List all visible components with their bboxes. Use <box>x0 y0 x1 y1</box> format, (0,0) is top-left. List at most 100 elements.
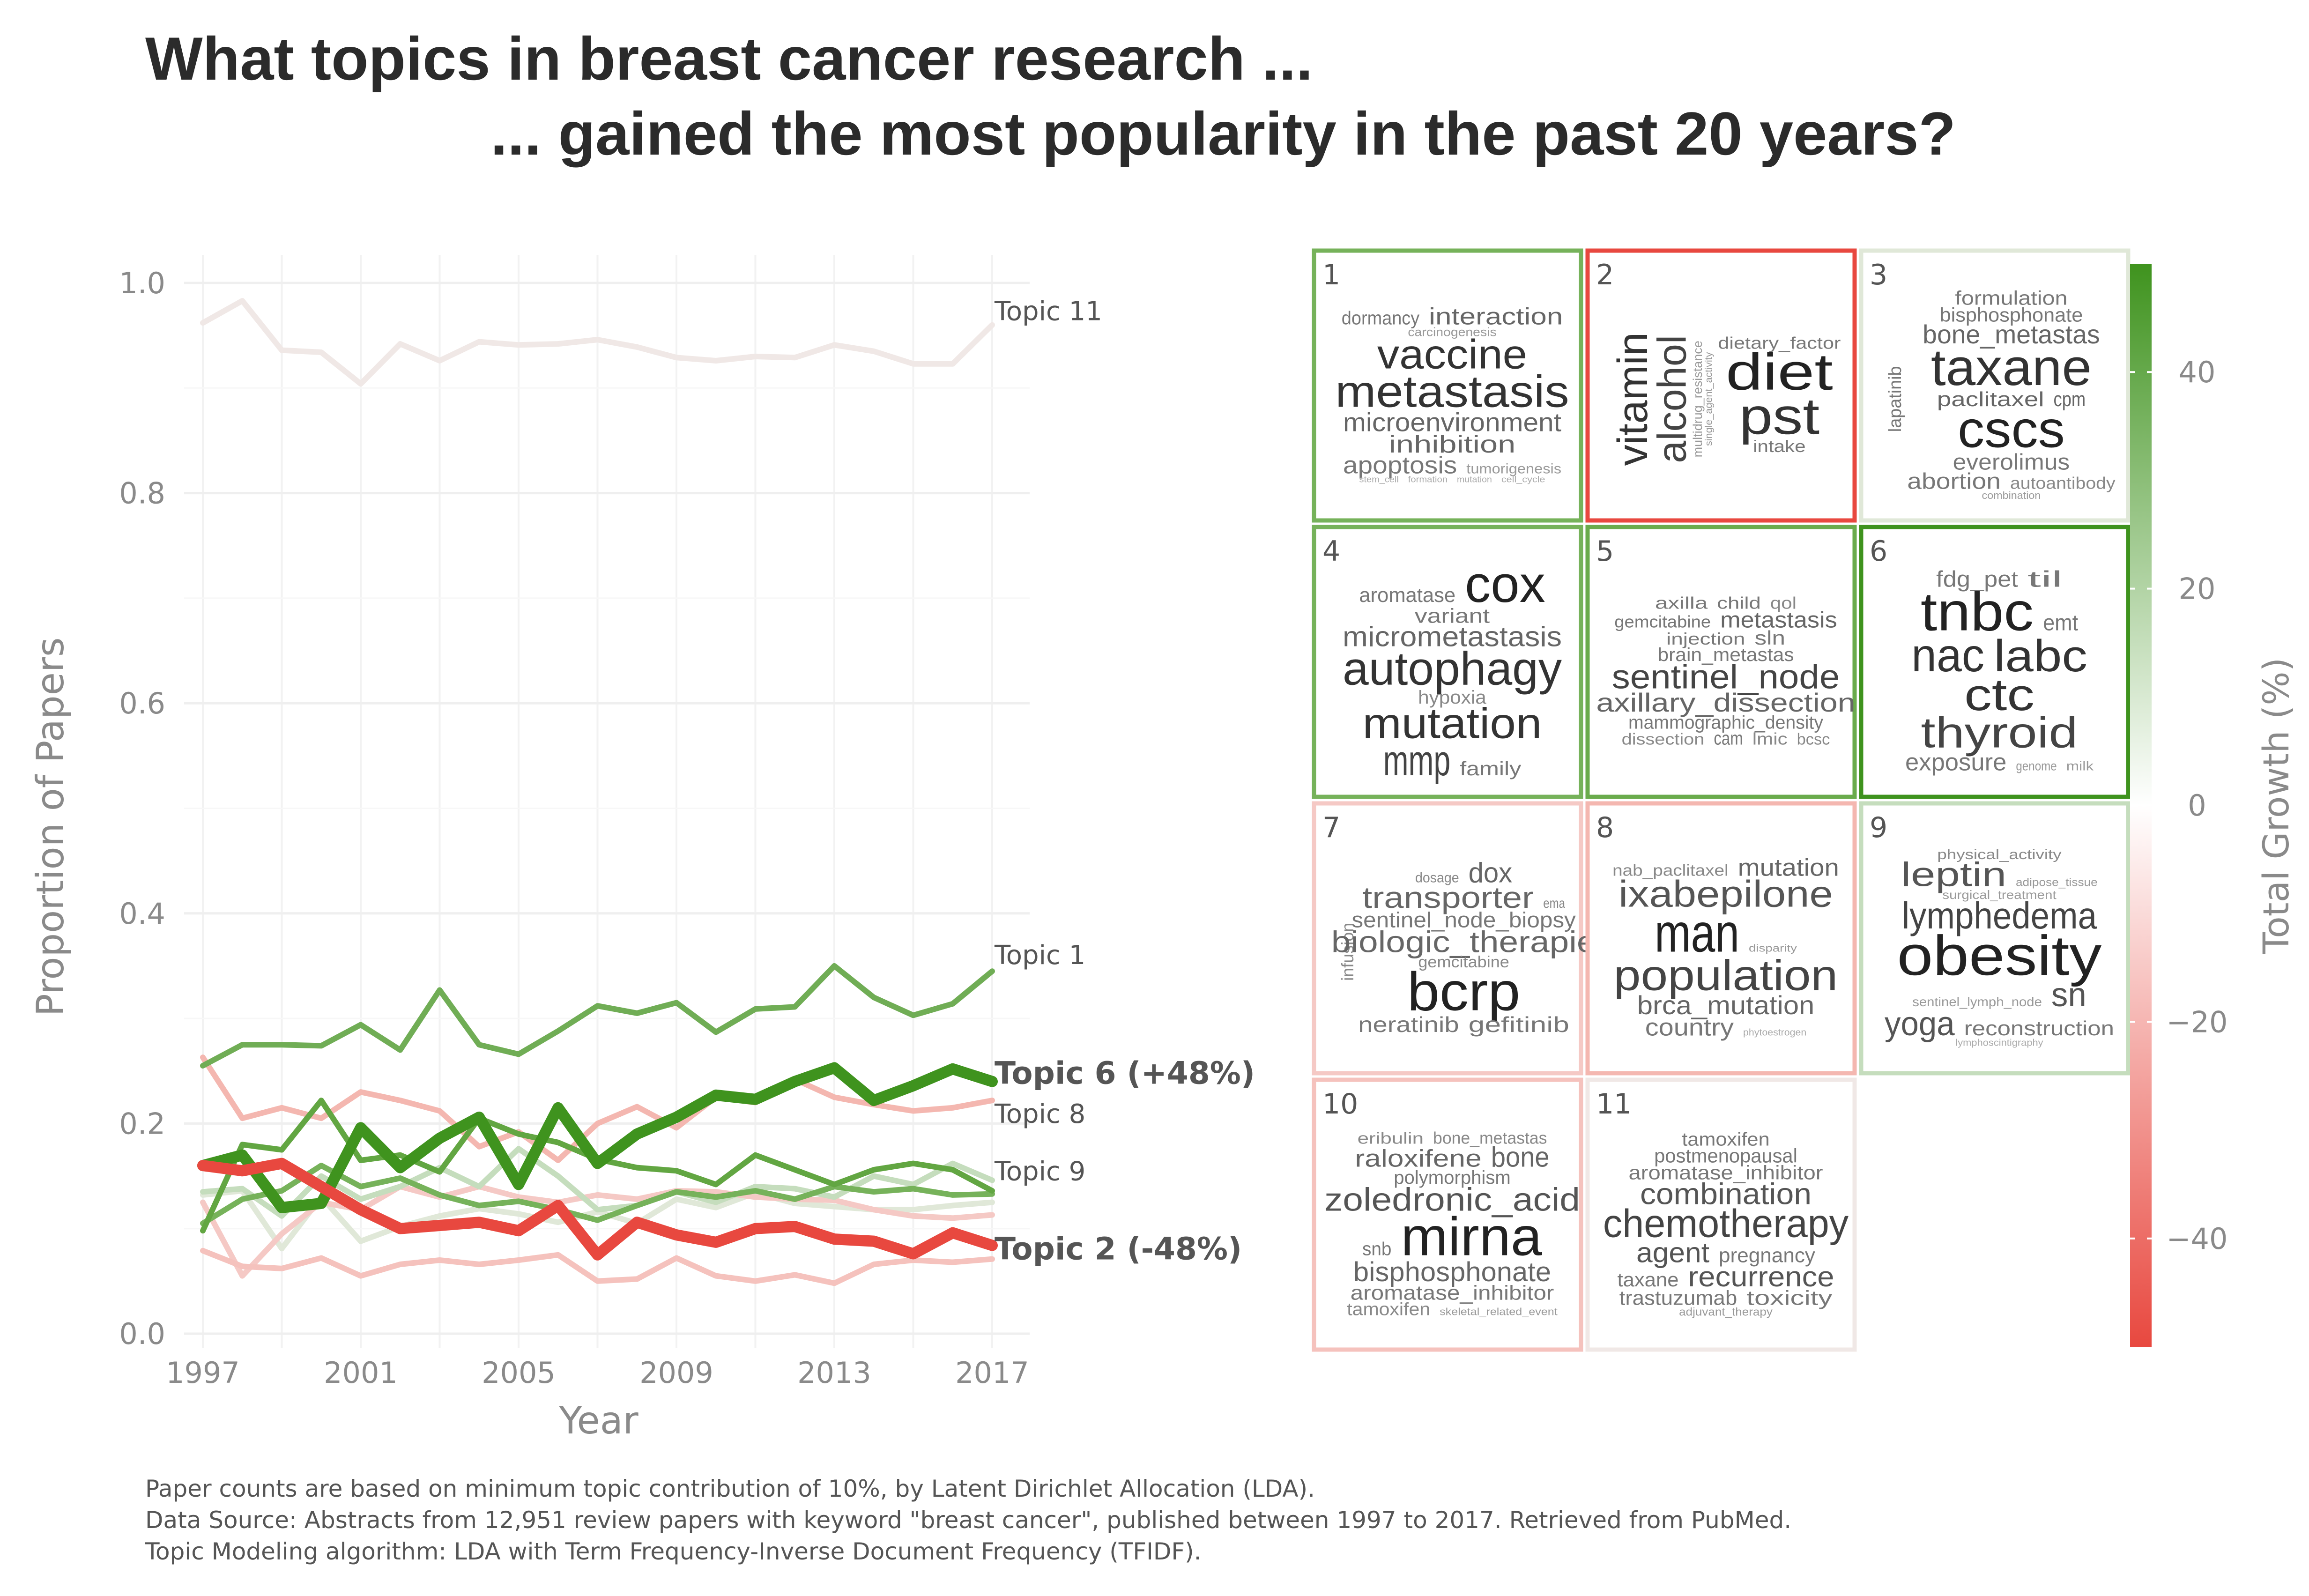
word: cam <box>1714 728 1743 749</box>
word: paclitaxel <box>1937 388 2044 411</box>
tile-border <box>1312 801 1583 1076</box>
series-label: Topic 9 <box>994 1157 1085 1187</box>
tile-border <box>1859 248 2131 523</box>
tile-number: 8 <box>1596 811 1614 844</box>
word: phytoestrogen <box>1743 1027 1806 1038</box>
word: zoledronic_acid <box>1324 1181 1580 1217</box>
word: bisphosphonate <box>1940 304 2083 326</box>
word: emt <box>2043 610 2078 635</box>
word: sentinel_lymph_node <box>1912 995 2042 1009</box>
word: trastuzumab <box>1619 1287 1737 1310</box>
word: exposure <box>1905 749 2006 776</box>
word: dissection <box>1622 731 1705 749</box>
word: aromatase_inhibitor <box>1351 1281 1554 1304</box>
word: agent <box>1636 1237 1709 1269</box>
x-tick-label: 2001 <box>324 1356 398 1390</box>
word: lapatinib <box>1886 366 1905 432</box>
word: surgical_treatment <box>1942 888 2057 902</box>
series-line-topic-7 <box>200 1184 995 1279</box>
word: snb <box>1362 1239 1391 1259</box>
word: injection <box>1666 629 1745 648</box>
line-chart: Topic 11 Topic 9 Topic 8 Topic 1 Topic 6 (+4… <box>29 255 1255 1442</box>
word: bone_metastas <box>1923 319 2100 349</box>
word: nab_paclitaxel <box>1612 862 1729 880</box>
word: multidrug_resistance <box>1691 341 1705 457</box>
series-line-topic-8 <box>200 1054 995 1163</box>
word: aromatase <box>1359 584 1455 607</box>
word: mammographic_density <box>1628 712 1823 733</box>
word: ixabepilone <box>1619 873 1833 915</box>
series-label: Topic 8 <box>994 1099 1085 1129</box>
word: carcinogenesis <box>1408 325 1496 339</box>
word: physical_activity <box>1937 847 2061 862</box>
word: brain_metastas <box>1657 645 1794 665</box>
tile-number: 5 <box>1596 535 1614 568</box>
word: adipose_tissue <box>2016 876 2098 889</box>
word: pst <box>1739 387 1820 445</box>
word: adjuvant_therapy <box>1679 1306 1773 1318</box>
word: cox <box>1465 556 1545 613</box>
y-tick-label: 0.6 <box>119 686 165 720</box>
caption-line-3: Topic Modeling algorithm: LDA with Term … <box>145 1538 1202 1565</box>
grid <box>184 255 1030 1348</box>
word: lymphoscintigraphy <box>1955 1038 2043 1048</box>
word: sentinel_node_biopsy <box>1351 908 1575 932</box>
word: mirna <box>1401 1206 1542 1267</box>
tile-border <box>1859 801 2131 1076</box>
word: polymorphism <box>1394 1167 1511 1188</box>
tile-number: 10 <box>1322 1088 1358 1121</box>
title-line-2: ... gained the most popularity in the pa… <box>490 99 1956 168</box>
word: ema <box>1543 896 1565 911</box>
word: eribulin <box>1358 1130 1424 1148</box>
tile-number: 6 <box>1870 535 1887 568</box>
tile-number: 4 <box>1322 535 1340 568</box>
word: micrometastasis <box>1343 621 1562 653</box>
word: dietary_factor <box>1718 334 1841 353</box>
word: disparity <box>1749 943 1797 954</box>
word: recurrence <box>1688 1261 1834 1292</box>
word: qol <box>1770 593 1797 612</box>
word: infusion <box>1338 923 1357 981</box>
legend-title: Total Growth (%) <box>2255 658 2297 954</box>
word: microenvironment <box>1343 408 1561 437</box>
tile-number: 2 <box>1596 259 1614 291</box>
y-tick-label: 0.4 <box>119 897 165 931</box>
word: man <box>1655 903 1739 964</box>
caption-line-1: Paper counts are based on minimum topic … <box>145 1475 1315 1502</box>
word: interaction <box>1429 304 1563 330</box>
tile-border <box>1585 801 1857 1076</box>
word: leptin <box>1901 856 2006 894</box>
word: neratinib <box>1358 1012 1459 1037</box>
word: abortion <box>1907 469 2001 494</box>
word-tile-2: 2 vitaminalcoholmultidrug_resistancesingl… <box>1585 248 1857 523</box>
word: vitamin <box>1610 332 1656 466</box>
x-tick-label: 2009 <box>639 1356 713 1390</box>
tile-number: 1 <box>1322 259 1340 291</box>
y-tick-label: 0.2 <box>119 1106 165 1141</box>
word: lmic <box>1752 729 1788 749</box>
word: toxicity <box>1746 1287 1832 1310</box>
series-label: Topic 1 <box>994 940 1085 971</box>
series-label: Topic 6 (+48%) <box>995 1055 1255 1091</box>
word: bcsc <box>1797 731 1830 749</box>
word: gemcitabine <box>1418 953 1509 971</box>
word: combination <box>1982 490 2041 501</box>
word: intake <box>1753 437 1805 456</box>
word: bcrp <box>1407 961 1520 1022</box>
word: taxane <box>1617 1269 1678 1291</box>
series-line-topic-6-48 <box>197 1062 998 1213</box>
y-tick-label: 0.8 <box>119 476 165 511</box>
word: axilla <box>1655 593 1708 612</box>
word: yoga <box>1885 1005 1955 1043</box>
word: autophagy <box>1343 642 1562 695</box>
word: reconstruction <box>1964 1017 2114 1040</box>
series-labels: Topic 11 Topic 9 Topic 8 Topic 1 Topic 6 (+4… <box>994 297 1255 1267</box>
word: sentinel_node <box>1612 658 1840 696</box>
word: obesity <box>1897 924 2102 987</box>
